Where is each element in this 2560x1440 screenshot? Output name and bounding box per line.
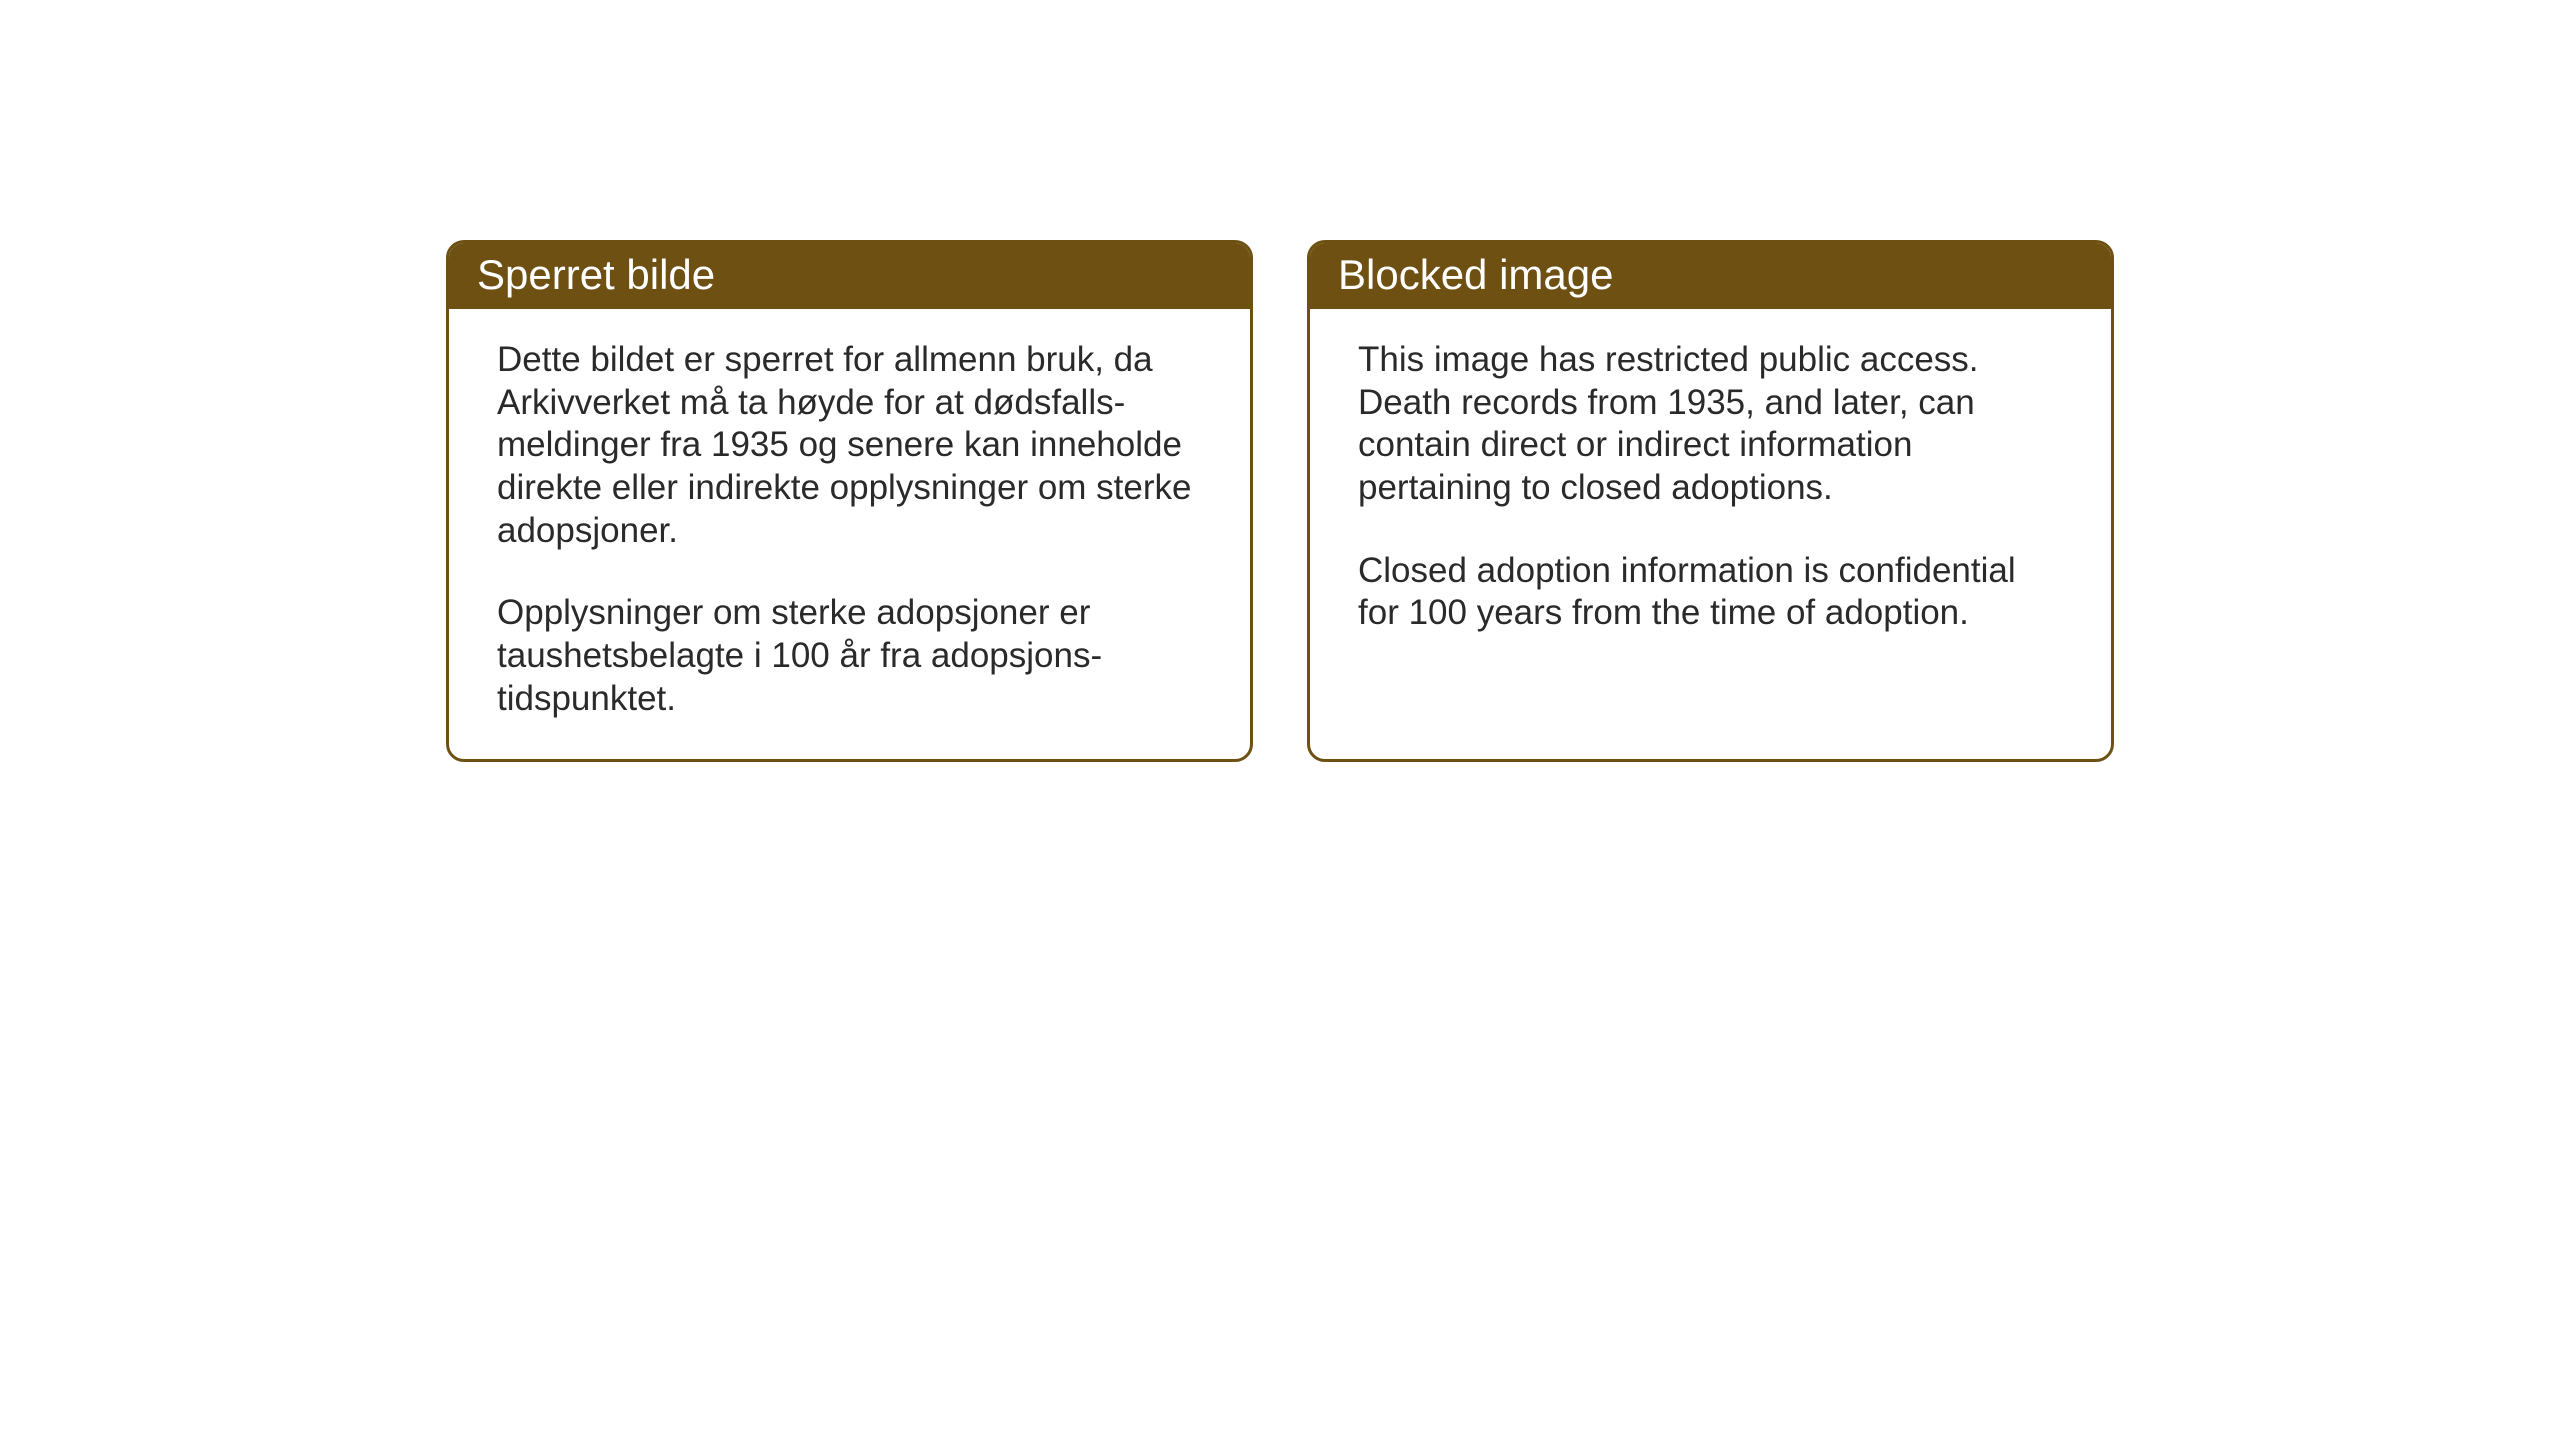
card-paragraph-1-english: This image has restricted public access.…: [1358, 339, 2063, 510]
card-paragraph-2-english: Closed adoption information is confident…: [1358, 550, 2063, 635]
card-header-norwegian: Sperret bilde: [449, 243, 1250, 309]
card-english: Blocked image This image has restricted …: [1307, 240, 2114, 762]
card-body-english: This image has restricted public access.…: [1310, 309, 2111, 725]
card-body-norwegian: Dette bildet er sperret for allmenn bruk…: [449, 309, 1250, 759]
card-norwegian: Sperret bilde Dette bildet er sperret fo…: [446, 240, 1253, 762]
card-header-english: Blocked image: [1310, 243, 2111, 309]
card-title-english: Blocked image: [1338, 251, 1613, 298]
card-paragraph-2-norwegian: Opplysninger om sterke adopsjoner er tau…: [497, 592, 1202, 720]
card-paragraph-1-norwegian: Dette bildet er sperret for allmenn bruk…: [497, 339, 1202, 552]
cards-container: Sperret bilde Dette bildet er sperret fo…: [446, 240, 2114, 762]
card-title-norwegian: Sperret bilde: [477, 251, 715, 298]
